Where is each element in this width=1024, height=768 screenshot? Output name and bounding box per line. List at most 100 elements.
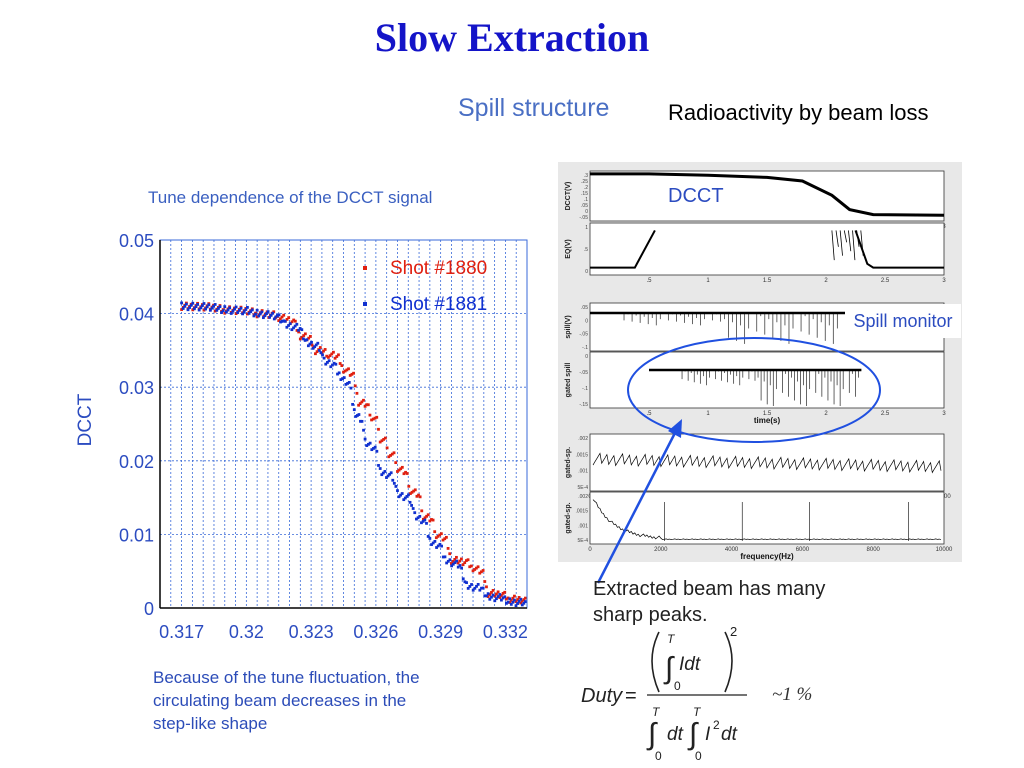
data-point [250, 308, 254, 312]
data-point [503, 595, 507, 599]
data-point [265, 312, 268, 315]
legend-marker [363, 302, 367, 306]
data-point [511, 596, 515, 600]
data-point [473, 568, 477, 571]
data-point [292, 318, 296, 322]
data-point [337, 371, 341, 375]
data-point [260, 309, 264, 312]
data-point [517, 596, 521, 599]
data-point [257, 314, 261, 318]
panel-y-tick: .05 [581, 203, 588, 209]
data-point [355, 414, 359, 417]
data-point [498, 596, 502, 599]
data-point [514, 604, 518, 608]
data-point [332, 361, 336, 365]
panel-y-tick: .001 [578, 523, 588, 529]
bottom-dt2: dt [721, 724, 738, 745]
data-point [466, 586, 470, 590]
data-point [375, 449, 379, 453]
data-point [216, 307, 220, 310]
data-point [345, 368, 349, 372]
data-point [408, 500, 412, 504]
svg-text:∫: ∫ [646, 718, 658, 751]
slide-title: Slow Extraction [374, 15, 650, 60]
data-point [246, 305, 249, 309]
panel-y-tick: .1 [584, 197, 588, 203]
data-point [305, 338, 309, 342]
data-point [358, 402, 362, 405]
data-point [311, 346, 315, 350]
data-point [509, 602, 513, 606]
data-point [215, 308, 219, 312]
panel-ylabel: EQ(V) [565, 239, 572, 258]
data-point [431, 541, 435, 545]
data-point [463, 580, 467, 584]
data-point [380, 473, 384, 477]
panel-y-tick: -.05 [579, 332, 588, 338]
data-point [282, 319, 286, 323]
data-point [233, 307, 236, 311]
data-point [385, 446, 389, 450]
data-point [387, 455, 391, 459]
data-point [255, 315, 259, 319]
data-point [278, 317, 282, 321]
panel-xlabel: time(s) [754, 416, 781, 425]
data-point [354, 415, 358, 418]
data-point [415, 517, 418, 521]
data-point [464, 559, 468, 562]
data-point [202, 302, 206, 305]
data-point [392, 451, 396, 455]
data-point [196, 303, 199, 306]
svg-text:∫: ∫ [687, 718, 699, 751]
data-point [491, 588, 495, 592]
data-point [336, 372, 339, 376]
data-point [501, 591, 505, 595]
data-point [181, 307, 185, 310]
legend-label: Shot #1881 [390, 294, 487, 315]
data-point [453, 557, 457, 561]
data-point [208, 308, 212, 312]
arrow-icon [596, 419, 682, 584]
data-point [308, 335, 312, 338]
x-tick-label: 0.329 [418, 622, 463, 642]
data-point [231, 309, 235, 313]
data-point [276, 314, 279, 317]
extracted-line: Extracted beam has many [593, 578, 826, 600]
data-point [480, 570, 483, 574]
data-point [310, 343, 314, 347]
data-point [415, 494, 419, 498]
panel-y-tick: .25 [581, 179, 588, 185]
duty-lhs: Duty [581, 685, 623, 707]
data-point [252, 314, 256, 318]
left-chart-axes [159, 239, 528, 609]
data-point [420, 521, 423, 525]
data-point [192, 307, 196, 311]
data-point [184, 302, 188, 306]
panel-x-tick: 2 [824, 278, 828, 284]
data-point [382, 437, 386, 441]
data-point [458, 564, 462, 567]
left-chart-tick-labels: 0 0.01 0.02 0.03 0.04 0.05 0.317 0.32 0.323 0.326… [119, 231, 528, 642]
data-point [370, 418, 373, 422]
data-point [418, 514, 422, 518]
data-point [451, 562, 455, 566]
panel-y-tick: .05 [581, 305, 588, 311]
data-point [306, 344, 310, 348]
data-point [303, 339, 307, 342]
data-point [357, 403, 361, 407]
data-point [213, 303, 217, 306]
data-point [519, 597, 523, 601]
data-point [456, 561, 460, 565]
data-point [295, 329, 299, 332]
data-point [340, 364, 344, 367]
data-point [517, 599, 521, 603]
data-point [186, 308, 190, 312]
data-point [300, 335, 304, 339]
data-point [460, 557, 463, 561]
panel-y-tick: .3 [584, 173, 588, 179]
data-point [366, 403, 370, 407]
data-point [460, 566, 463, 570]
data-point [322, 356, 326, 360]
data-point [258, 312, 262, 316]
data-point [370, 448, 374, 452]
